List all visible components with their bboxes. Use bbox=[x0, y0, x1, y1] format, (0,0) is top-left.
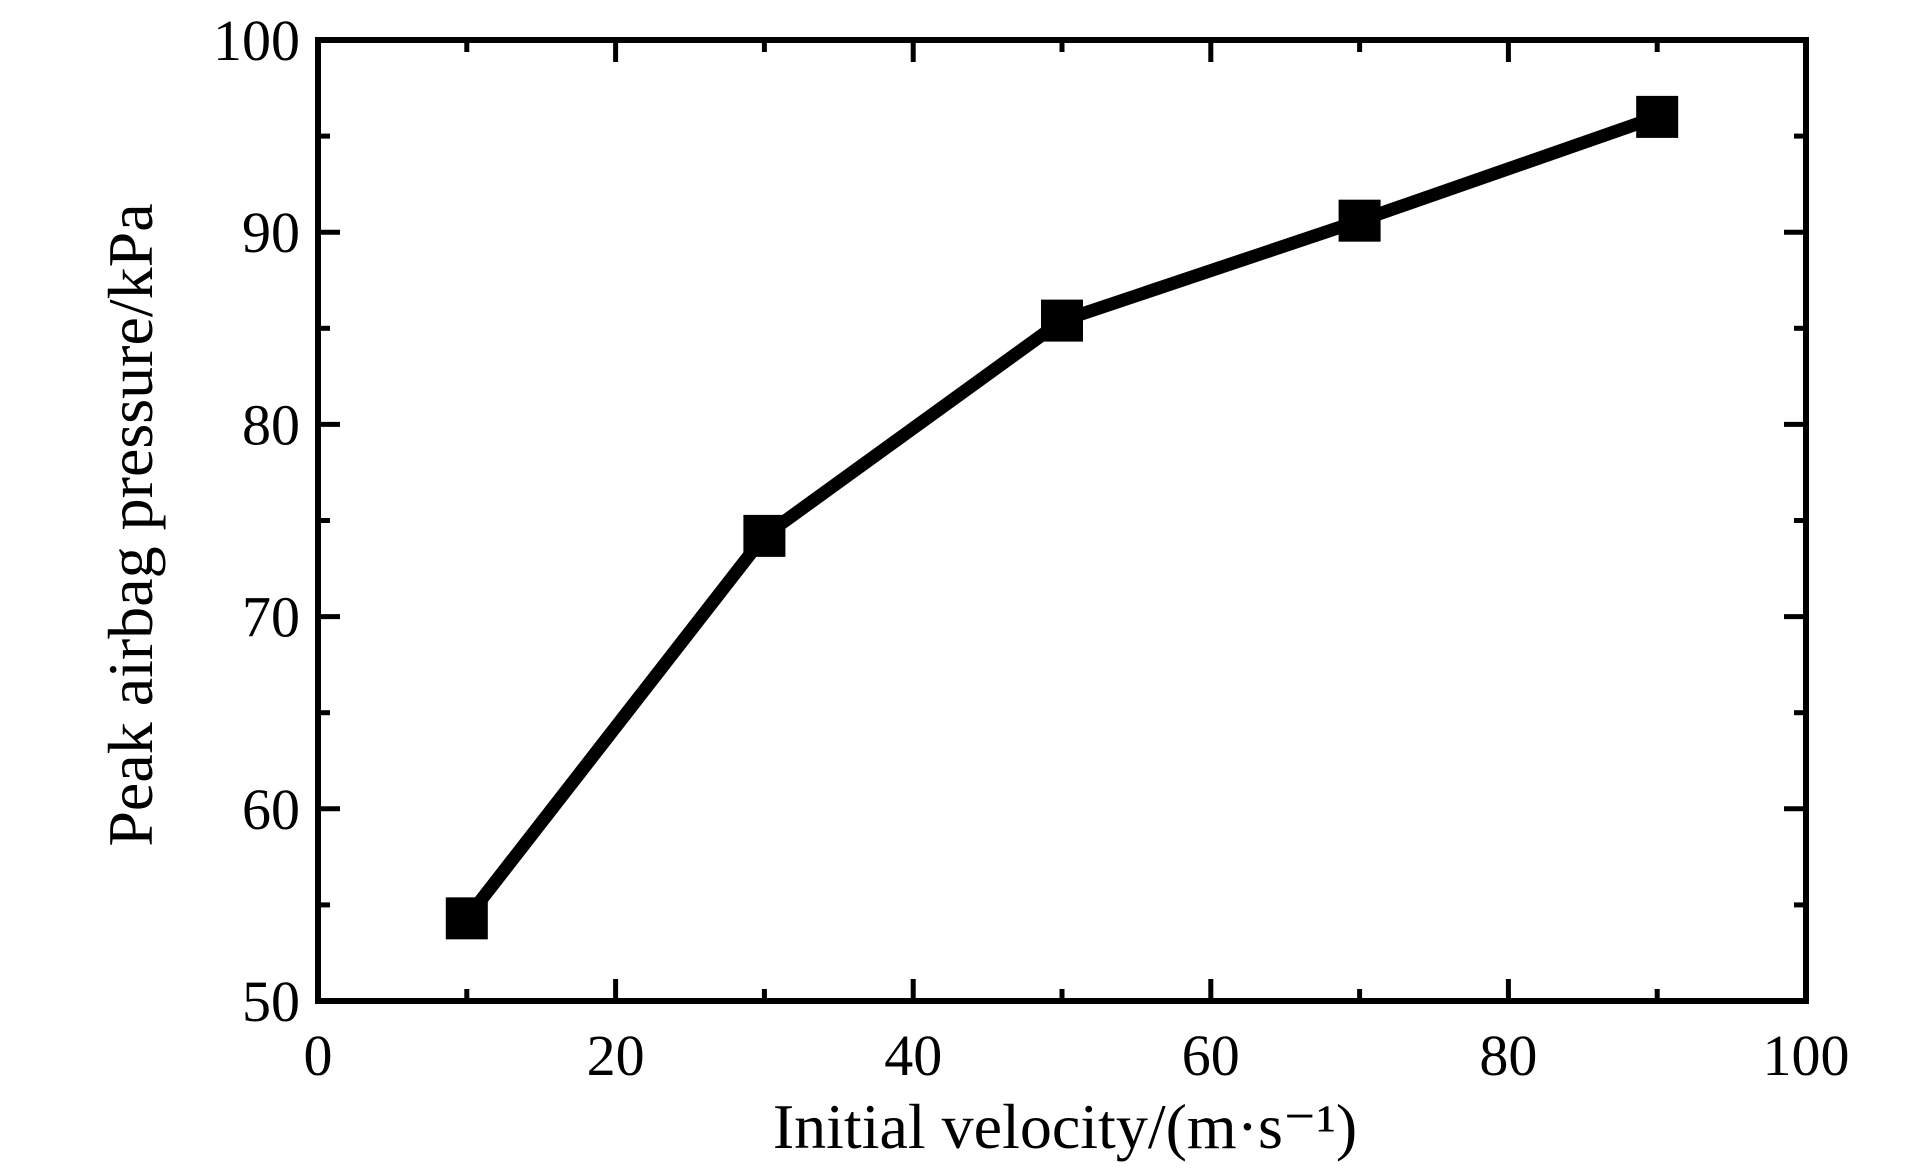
y-tick-label: 70 bbox=[242, 585, 300, 650]
x-tick-label: 0 bbox=[304, 1023, 333, 1088]
x-tick-label: 20 bbox=[587, 1023, 645, 1088]
y-tick-label: 100 bbox=[213, 8, 300, 73]
y-tick-label: 80 bbox=[242, 392, 300, 457]
data-point-marker bbox=[1041, 299, 1083, 342]
tick-labels: 0 20 40 60 80 100 50 60 70 80 90 100 bbox=[213, 8, 1850, 1088]
x-axis-title: Initial velocity/(m·s⁻¹) bbox=[773, 1091, 1357, 1162]
x-tick-label: 60 bbox=[1182, 1023, 1240, 1088]
y-tick-label: 60 bbox=[242, 777, 300, 842]
data-point-marker bbox=[1636, 95, 1679, 138]
data-point-marker bbox=[743, 514, 786, 557]
data-point-marker bbox=[445, 897, 488, 940]
y-tick-label: 90 bbox=[242, 200, 300, 265]
series-line bbox=[461, 110, 1660, 923]
data-series bbox=[445, 95, 1679, 940]
data-point-marker bbox=[1338, 199, 1381, 242]
x-tick-label: 100 bbox=[1763, 1023, 1850, 1088]
x-tick-label: 40 bbox=[884, 1023, 942, 1088]
plot-frame bbox=[315, 37, 1809, 1004]
x-tick-label: 80 bbox=[1479, 1023, 1537, 1088]
y-axis-title: Peak airbag pressure/kPa bbox=[95, 203, 166, 846]
tick-marks bbox=[315, 37, 1809, 1004]
plot-border bbox=[315, 37, 1809, 1004]
y-tick-label: 50 bbox=[242, 969, 300, 1034]
